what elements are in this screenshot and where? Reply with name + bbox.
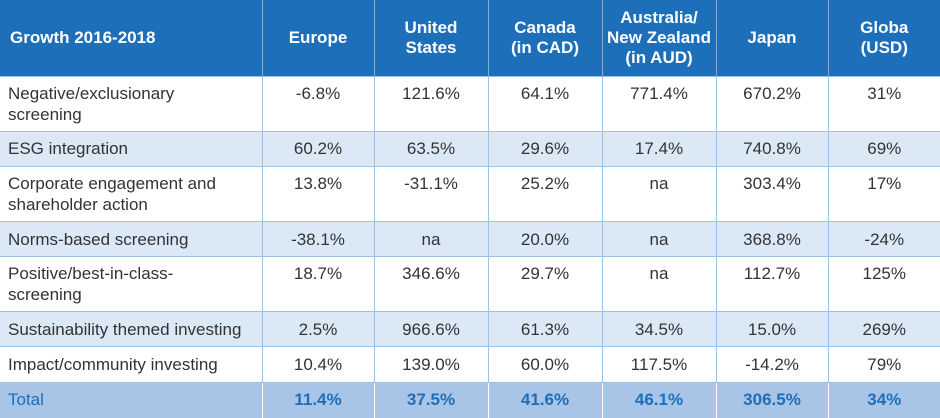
cell-value: 69% <box>827 130 940 167</box>
cell-value: 61.3% <box>487 311 602 347</box>
cell-value: -6.8% <box>261 75 374 132</box>
header-united-states: United States <box>373 0 488 76</box>
header-australia-nz: Australia/New Zealand (in AUD) <box>601 0 716 76</box>
total-value: 37.5% <box>373 381 488 418</box>
cell-value: 15.0% <box>715 311 828 347</box>
cell-value: 670.2% <box>715 75 828 132</box>
cell-value: 112.7% <box>715 256 828 312</box>
cell-value: 60.0% <box>487 346 602 382</box>
cell-value: 31% <box>827 75 940 132</box>
cell-value: 29.6% <box>487 130 602 167</box>
header-japan: Japan <box>715 0 828 76</box>
cell-value: 117.5% <box>601 346 716 382</box>
cell-value: 17.4% <box>601 130 716 167</box>
header-canada: Canada (in CAD) <box>487 0 602 76</box>
table-row: Sustainability themed investing 2.5% 966… <box>0 311 940 347</box>
table-row: ESG integration 60.2% 63.5% 29.6% 17.4% … <box>0 130 940 167</box>
cell-value: -24% <box>827 221 940 257</box>
cell-value: na <box>373 221 488 257</box>
cell-value: 25.2% <box>487 165 602 222</box>
row-label: Norms-based screening <box>0 221 262 257</box>
cell-value: 966.6% <box>373 311 488 347</box>
cell-value: 60.2% <box>261 130 374 167</box>
cell-value: 18.7% <box>261 256 374 312</box>
cell-value: 303.4% <box>715 165 828 222</box>
cell-value: 20.0% <box>487 221 602 257</box>
row-label: Impact/community investing <box>0 346 262 382</box>
row-label: Negative/exclusionary screening <box>0 75 262 132</box>
row-label: Corporate engagement and shareholder acti… <box>0 165 262 222</box>
table-row: Negative/exclusionary screening -6.8% 121… <box>0 75 940 132</box>
cell-value: 346.6% <box>373 256 488 312</box>
total-row: Total 11.4% 37.5% 41.6% 46.1% 306.5% 34% <box>0 381 940 418</box>
cell-value: 121.6% <box>373 75 488 132</box>
total-value: 41.6% <box>487 381 602 418</box>
cell-value: na <box>601 256 716 312</box>
table-row: Impact/community investing 10.4% 139.0% … <box>0 346 940 382</box>
cell-value: -38.1% <box>261 221 374 257</box>
cell-value: 34.5% <box>601 311 716 347</box>
header-growth-period: Growth 2016-2018 <box>0 0 262 76</box>
cell-value: 269% <box>827 311 940 347</box>
header-europe: Europe <box>261 0 374 76</box>
row-label: Positive/best-in-class-screening <box>0 256 262 312</box>
total-value: 306.5% <box>715 381 828 418</box>
total-value: 11.4% <box>261 381 374 418</box>
cell-value: 139.0% <box>373 346 488 382</box>
cell-value: 79% <box>827 346 940 382</box>
cell-value: -14.2% <box>715 346 828 382</box>
cell-value: -31.1% <box>373 165 488 222</box>
cell-value: 17% <box>827 165 940 222</box>
header-row: Growth 2016-2018 Europe United States Can… <box>0 0 940 76</box>
row-label: Sustainability themed investing <box>0 311 262 347</box>
cell-value: 368.8% <box>715 221 828 257</box>
cell-value: na <box>601 165 716 222</box>
cell-value: 63.5% <box>373 130 488 167</box>
cell-value: 13.8% <box>261 165 374 222</box>
cell-value: 740.8% <box>715 130 828 167</box>
cell-value: 10.4% <box>261 346 374 382</box>
header-global: Globa (USD) <box>827 0 940 76</box>
cell-value: 29.7% <box>487 256 602 312</box>
cell-value: 125% <box>827 256 940 312</box>
table-row: Norms-based screening -38.1% na 20.0% na… <box>0 221 940 257</box>
row-label: ESG integration <box>0 130 262 167</box>
cell-value: 771.4% <box>601 75 716 132</box>
table-row: Positive/best-in-class-screening 18.7% 3… <box>0 256 940 312</box>
total-value: 46.1% <box>601 381 716 418</box>
total-value: 34% <box>827 381 940 418</box>
cell-value: 2.5% <box>261 311 374 347</box>
table-row: Corporate engagement and shareholder acti… <box>0 165 940 222</box>
cell-value: na <box>601 221 716 257</box>
total-label: Total <box>0 381 262 418</box>
cell-value: 64.1% <box>487 75 602 132</box>
